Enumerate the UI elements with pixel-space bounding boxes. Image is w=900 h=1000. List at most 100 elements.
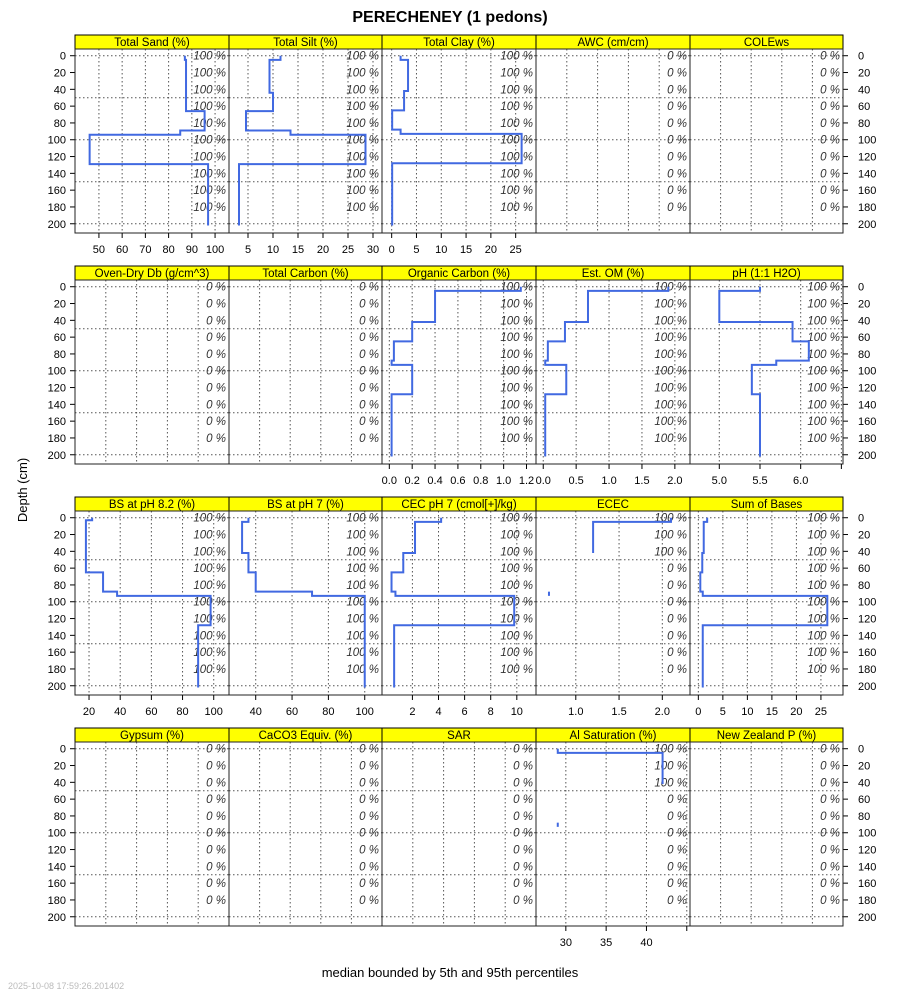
data-coverage-label: 100 %: [500, 315, 533, 327]
panel-title: Total Carbon (%): [262, 268, 348, 280]
panel-title: New Zealand P (%): [717, 730, 817, 742]
data-coverage-label: 0 %: [820, 185, 840, 197]
data-coverage-label: 100 %: [654, 332, 687, 344]
depth-tick-label: 80: [858, 349, 870, 361]
data-coverage-label: 0 %: [513, 794, 533, 806]
depth-tick-label: 20: [858, 761, 870, 773]
data-coverage-label: 0 %: [359, 794, 379, 806]
data-coverage-label: 100 %: [500, 614, 533, 626]
data-coverage-label: 0 %: [667, 895, 687, 907]
panel-10: BS at pH 8.2 (%) 100 % 100 % 100 % 100 % 100 …: [74, 496, 230, 718]
x-tick-label: 0.0: [382, 475, 397, 487]
data-coverage-label: 100 %: [193, 630, 226, 642]
depth-tick-label: 160: [48, 416, 66, 428]
data-coverage-label: 0 %: [667, 597, 687, 609]
panel-title: SAR: [447, 730, 471, 742]
data-coverage-label: 100 %: [346, 84, 379, 96]
depth-tick-label: 180: [48, 202, 66, 214]
x-tick-label: 0.4: [427, 475, 442, 487]
data-coverage-label: 100 %: [807, 433, 840, 445]
timestamp: 2025-10-08 17:59:26.201402: [8, 981, 124, 991]
data-coverage-label: 0 %: [359, 761, 379, 773]
data-coverage-label: 100 %: [500, 168, 533, 180]
depth-tick-label: 160: [48, 878, 66, 890]
data-coverage-label: 100 %: [807, 647, 840, 659]
depth-tick-label: 140: [858, 630, 876, 642]
data-coverage-label: 100 %: [500, 630, 533, 642]
data-coverage-label: 0 %: [359, 315, 379, 327]
data-coverage-label: 100 %: [193, 202, 226, 214]
x-tick-label: 1.5: [611, 706, 626, 718]
panel-9: pH (1:1 H2O) 100 % 100 % 100 % 100 % 100 % 100…: [689, 265, 844, 487]
depth-tick-label: 140: [48, 399, 66, 411]
data-coverage-label: 100 %: [807, 664, 840, 676]
data-coverage-label: 0 %: [820, 135, 840, 147]
panel-border: [689, 48, 844, 234]
depth-tick-label: 60: [858, 563, 870, 575]
depth-tick-label: 120: [48, 845, 66, 857]
depth-tick-label: 100: [48, 366, 66, 378]
data-coverage-label: 100 %: [807, 580, 840, 592]
data-coverage-label: 100 %: [654, 383, 687, 395]
data-coverage-label: 100 %: [500, 51, 533, 63]
data-coverage-label: 0 %: [667, 828, 687, 840]
panel-19: New Zealand P (%)0 %0 %0 %0 %0 %0 %0 %0 …: [689, 727, 844, 927]
panel-title: Organic Carbon (%): [408, 268, 510, 280]
depth-tick-label: 160: [48, 185, 66, 197]
panel-title: Oven-Dry Db (g/cm^3): [95, 268, 210, 280]
depth-tick-label: 40: [54, 84, 66, 96]
data-coverage-label: 100 %: [500, 580, 533, 592]
panel-title: Est. OM (%): [582, 268, 645, 280]
x-tick-label: 100: [356, 706, 374, 718]
median-profile-line: [592, 517, 672, 554]
depth-tick-label: 140: [858, 399, 876, 411]
x-tick-label: 60: [286, 706, 298, 718]
depth-tick-label: 0: [858, 282, 864, 294]
depth-tick-label: 80: [858, 118, 870, 130]
data-coverage-label: 100 %: [807, 282, 840, 294]
depth-tick-label: 160: [48, 647, 66, 659]
data-coverage-label: 100 %: [500, 101, 533, 113]
data-coverage-label: 100 %: [193, 563, 226, 575]
x-tick-label: 10: [267, 244, 279, 256]
x-tick-label: 15: [460, 244, 472, 256]
panel-3: AWC (cm/cm) 0 % 0 % 0 % 0 % 0 % 0 % 0 % 0 % 0 % 0 …: [535, 34, 691, 234]
x-tick-label: 5: [413, 244, 419, 256]
data-coverage-label: 0 %: [667, 84, 687, 96]
data-coverage-label: 0 %: [206, 794, 226, 806]
depth-tick-label: 120: [858, 152, 876, 164]
panel-11: BS at pH 7 (%)100 %100 %100 %100 %100 %1…: [228, 496, 383, 718]
data-coverage-label: 0 %: [359, 332, 379, 344]
x-tick-label: 5.5: [752, 475, 767, 487]
depth-tick-label: 60: [858, 794, 870, 806]
data-coverage-label: 0 %: [206, 383, 226, 395]
data-coverage-label: 100 %: [654, 349, 687, 361]
depth-tick-label: 40: [858, 315, 870, 327]
panel-title: Sum of Bases: [731, 499, 803, 511]
depth-tick-label: 0: [60, 513, 66, 525]
panel-18: Al Saturation (%)100 %100 %100 %0 %0 %0 …: [535, 727, 691, 949]
data-coverage-label: 100 %: [193, 647, 226, 659]
data-coverage-label: 0 %: [667, 202, 687, 214]
data-coverage-label: 100 %: [346, 563, 379, 575]
depth-tick-label: 120: [858, 845, 876, 857]
data-coverage-label: 100 %: [346, 118, 379, 130]
panel-title: ECEC: [597, 499, 629, 511]
data-coverage-label: 0 %: [513, 744, 533, 756]
data-coverage-label: 100 %: [346, 614, 379, 626]
data-coverage-label: 0 %: [820, 101, 840, 113]
data-coverage-label: 100 %: [346, 51, 379, 63]
x-tick-label: 50: [93, 244, 105, 256]
data-coverage-label: 0 %: [667, 647, 687, 659]
data-coverage-label: 0 %: [820, 84, 840, 96]
panel-border: [689, 279, 844, 465]
x-tick-label: 6.0: [793, 475, 808, 487]
depth-tick-label: 0: [858, 744, 864, 756]
data-coverage-label: 0 %: [820, 118, 840, 130]
x-tick-label: 80: [176, 706, 188, 718]
data-coverage-label: 0 %: [206, 744, 226, 756]
data-coverage-label: 0 %: [359, 383, 379, 395]
median-profile-line: [699, 517, 829, 688]
x-tick-label: 5.0: [712, 475, 727, 487]
